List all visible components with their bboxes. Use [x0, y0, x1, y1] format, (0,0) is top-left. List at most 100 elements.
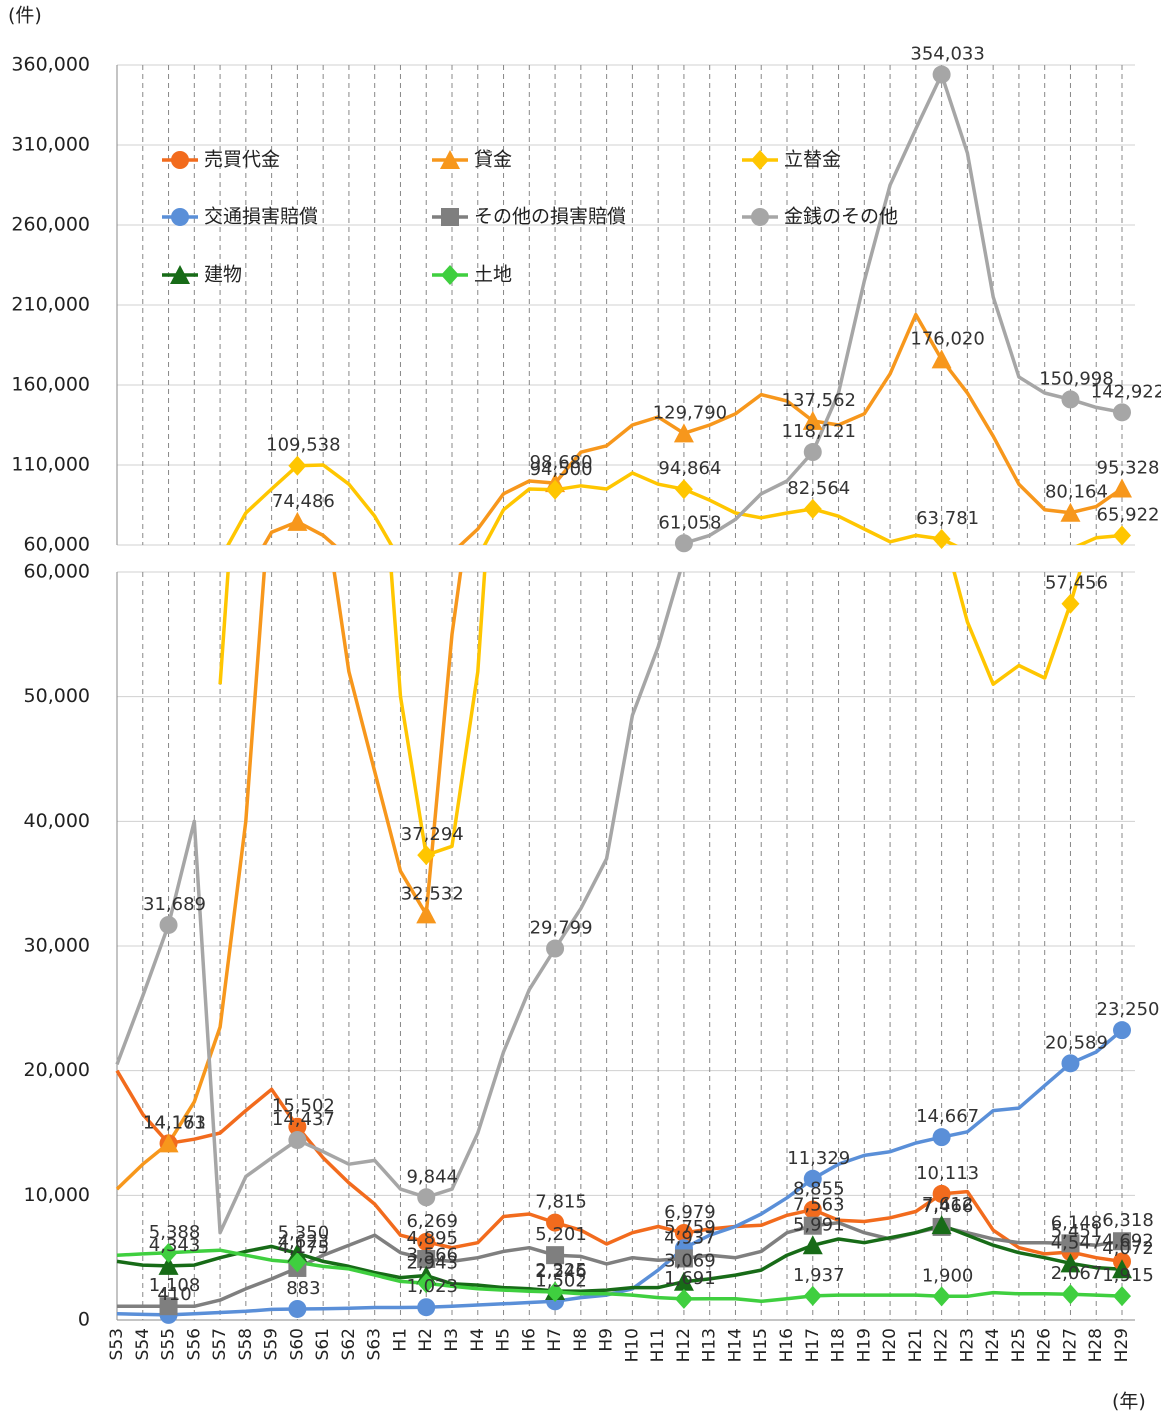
legend-label: 土地 [474, 264, 512, 286]
marker [417, 1273, 436, 1294]
data-label: 2,067 [1051, 1263, 1103, 1284]
x-tick-label: S63 [365, 1328, 385, 1360]
x-tick-label: H26 [1035, 1328, 1055, 1362]
data-label: 150,998 [1039, 368, 1113, 389]
marker [803, 1285, 822, 1306]
data-label: 82,564 [787, 478, 850, 499]
data-label: 1,691 [664, 1268, 716, 1289]
marker [441, 208, 459, 226]
marker [417, 845, 436, 866]
marker [931, 349, 952, 369]
data-label: 57,456 [1045, 573, 1108, 594]
marker [288, 455, 307, 476]
data-label: 5,201 [535, 1224, 587, 1245]
x-tick-label: S59 [262, 1328, 282, 1360]
marker [802, 1235, 823, 1255]
data-label: 2,246 [535, 1261, 587, 1282]
x-tick-label: H15 [751, 1328, 771, 1362]
x-tick-label: H27 [1060, 1328, 1080, 1362]
x-tick-label: H3 [442, 1328, 462, 1352]
data-label: 11,329 [787, 1148, 850, 1169]
x-tick-label: H2 [416, 1328, 436, 1352]
upper-panel [226, 72, 1124, 545]
data-label: 95,328 [1097, 457, 1160, 478]
marker [417, 1232, 436, 1251]
marker [1061, 1054, 1080, 1073]
marker [159, 915, 178, 934]
x-tick-label: S58 [236, 1328, 256, 1360]
data-label: 29,799 [530, 918, 593, 939]
legend-label: 建物 [204, 264, 242, 286]
data-label: 14,163 [143, 1112, 206, 1133]
x-tick-label: H18 [829, 1328, 849, 1362]
y-tick-label: 0 [78, 1309, 90, 1331]
x-tick-label: H4 [468, 1328, 488, 1352]
data-label: 2,325 [535, 1260, 587, 1281]
x-tick-label: H25 [1009, 1328, 1029, 1362]
marker [932, 1128, 951, 1147]
marker [1060, 1253, 1081, 1273]
data-label: 74,486 [272, 491, 335, 512]
data-label: 14,171 [143, 1112, 206, 1133]
data-label: 14,437 [272, 1109, 335, 1130]
marker [803, 1200, 822, 1219]
y-tick-label: 360,000 [11, 54, 90, 76]
x-tick-label: H1 [390, 1328, 410, 1352]
x-tick-label: S62 [339, 1328, 359, 1360]
marker [1112, 1259, 1132, 1279]
line-lower [116, 1248, 1123, 1304]
marker [674, 1288, 693, 1309]
data-label: 32,532 [401, 883, 464, 904]
data-label: 109,538 [266, 435, 340, 456]
marker [159, 1297, 178, 1316]
marker [288, 1131, 307, 1150]
legend-label: 貸金 [474, 149, 512, 171]
marker [674, 1223, 693, 1242]
line-lower [115, 572, 682, 1235]
marker [1113, 403, 1131, 422]
x-tick-label: H14 [725, 1328, 745, 1362]
marker [1061, 1234, 1080, 1253]
marker [932, 528, 951, 549]
data-label: 98,680 [530, 452, 593, 473]
data-label: 1,900 [922, 1265, 974, 1286]
data-label: 118,121 [782, 421, 856, 442]
data-label: 1,937 [793, 1265, 845, 1286]
data-label: 4,547 [1051, 1232, 1103, 1253]
marker [288, 1299, 307, 1318]
marker [932, 1286, 951, 1307]
marker [803, 498, 822, 519]
data-label: 1,502 [535, 1270, 587, 1291]
y-tick-label: 50,000 [24, 685, 90, 707]
marker [171, 208, 189, 226]
data-label: 61,058 [658, 512, 721, 533]
data-label: 15,502 [272, 1096, 335, 1117]
data-label: 9,844 [406, 1166, 458, 1187]
x-tick-label: S55 [159, 1328, 179, 1360]
marker [751, 150, 769, 170]
line-upper [675, 72, 1123, 545]
data-label: 3,566 [406, 1245, 458, 1266]
x-tick-label: H19 [854, 1328, 874, 1362]
marker [1060, 502, 1081, 522]
marker [546, 939, 565, 958]
data-label: 7,466 [922, 1196, 974, 1217]
data-label: 94,864 [658, 458, 721, 479]
x-tick-label: H22 [932, 1328, 952, 1362]
y-unit: (件) [8, 5, 42, 27]
x-tick-label: S60 [287, 1328, 307, 1360]
marker [1061, 390, 1080, 409]
legend-label: 交通損害賠償 [204, 206, 318, 228]
data-label: 5,759 [664, 1217, 716, 1238]
data-label: 4,895 [406, 1228, 458, 1249]
marker [1061, 593, 1080, 614]
x-tick-label: H24 [983, 1328, 1003, 1362]
marker [674, 534, 693, 553]
data-label: 883 [286, 1278, 320, 1299]
y-tick-label: 10,000 [24, 1184, 90, 1206]
marker [1061, 1284, 1080, 1305]
x-tick-label: H20 [880, 1328, 900, 1362]
data-label: 137,562 [782, 390, 856, 411]
legend-label: その他の損害賠償 [474, 206, 626, 228]
x-tick-label: S57 [210, 1328, 230, 1360]
